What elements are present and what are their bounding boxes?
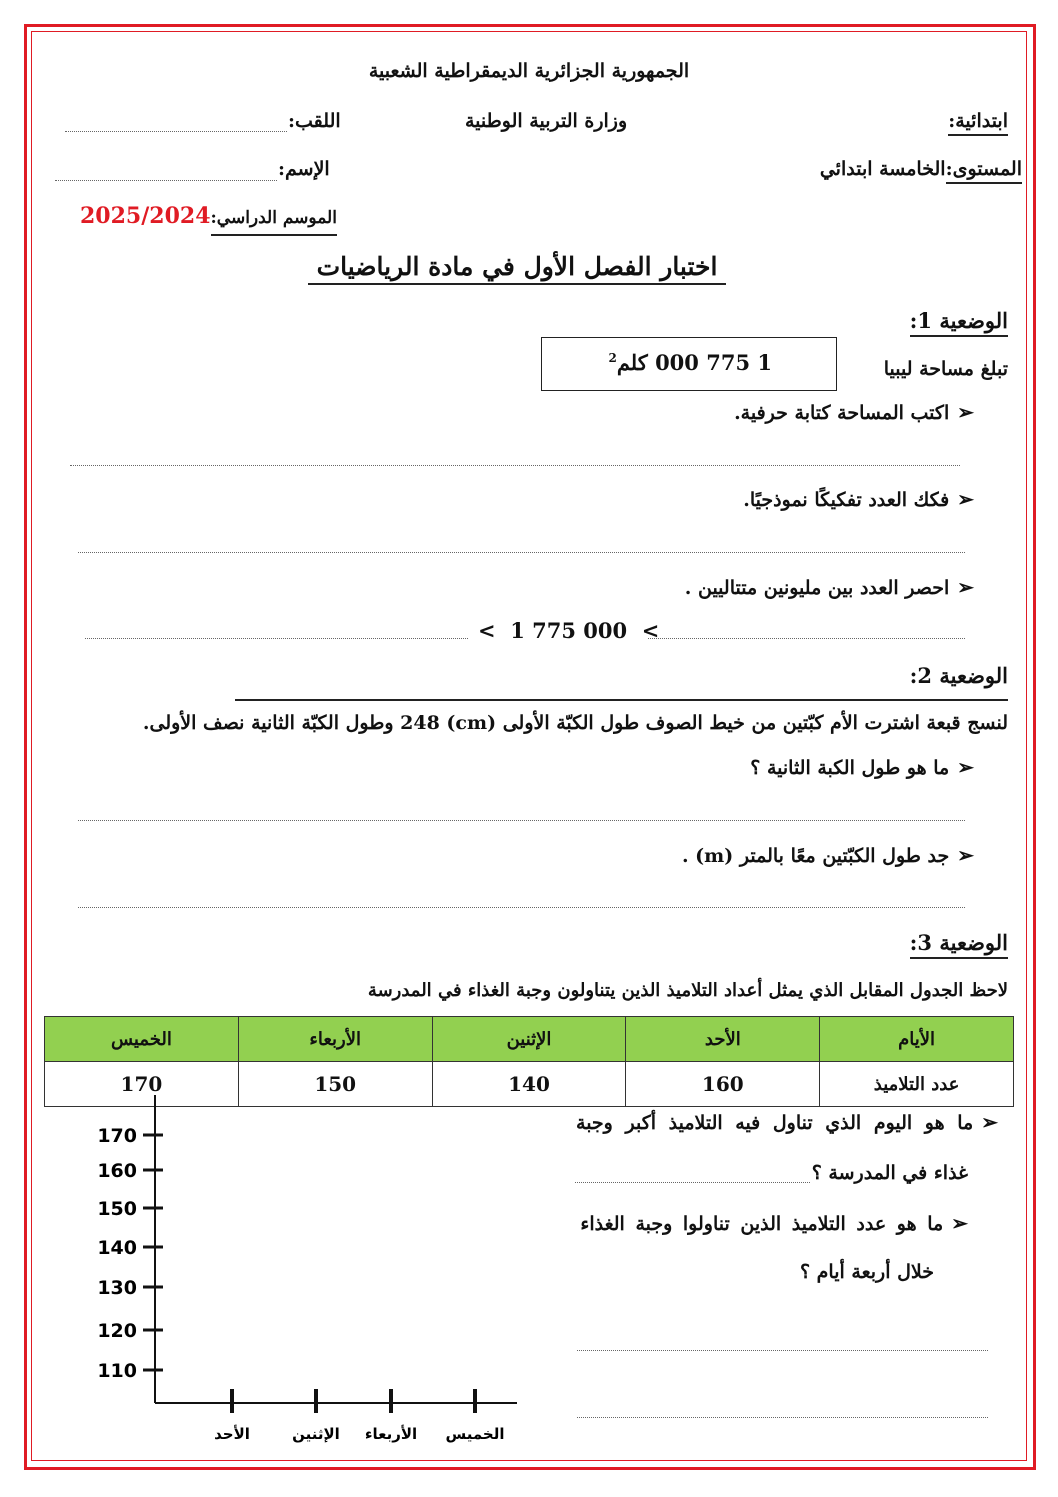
x-tick-label: الأربعاء (365, 1425, 417, 1443)
answer-line[interactable] (577, 1350, 988, 1351)
table-header-cell: الأيام (819, 1016, 1014, 1062)
table-header-cell: الإثنين (431, 1016, 627, 1062)
table-cell: 170 (44, 1061, 239, 1107)
question-text: اكتب المساحة كتابة حرفية. (734, 402, 950, 424)
level-label: المستوى: (945, 158, 1022, 184)
question-2-2: ➢ جد طول الكبّتين معًا بالمتر (m) . (682, 843, 974, 867)
question-3-1: ➢ ما هو اليوم الذي تناول فيه التلاميذ أكب… (576, 1110, 998, 1134)
name-label: الإسم: (278, 158, 330, 180)
situation3-text: لاحظ الجدول المقابل الذي يمثل أعداد التل… (367, 980, 1008, 1001)
table-header-cell: الأحد (625, 1016, 821, 1062)
level-value: الخامسة ابتدائي (819, 158, 946, 180)
arrow-bullet-icon: ➢ (957, 755, 974, 779)
arrow-bullet-icon: ➢ (957, 575, 974, 599)
surname-label: اللقب: (288, 110, 341, 132)
y-tick-label: 120 (97, 1320, 137, 1342)
surname-field[interactable] (65, 131, 287, 132)
answer-line[interactable] (70, 465, 960, 466)
arrow-bullet-icon: ➢ (981, 1110, 998, 1134)
area-value: 1 775 000 كلم2 (608, 350, 772, 375)
situation3-title: الوضعية 3: (909, 930, 1008, 959)
question-1-3: ➢ احصر العدد بين مليونين متتاليين . (685, 575, 974, 599)
arrow-bullet-icon: ➢ (957, 843, 974, 867)
area-exponent: 2 (608, 351, 617, 365)
table-cell: 160 (625, 1061, 821, 1107)
situation1-intro: تبلغ مساحة ليبيا (883, 358, 1008, 380)
question-text: ما هو طول الكبة الثانية ؟ (750, 757, 950, 779)
question-3-2: ➢ ما هو عدد التلاميذ الذين تناولوا وجبة ا… (580, 1211, 968, 1235)
name-field[interactable] (55, 180, 277, 181)
question-text: جد طول الكبّتين معًا بالمتر (m) . (681, 845, 950, 867)
x-tick-label: الإثنين (292, 1425, 340, 1443)
question-text: فكك العدد تفكيكًا نموذجيًا. (743, 489, 950, 511)
answer-line[interactable] (577, 1417, 988, 1418)
question-text: ما هو عدد التلاميذ الذين تناولوا وجبة ال… (580, 1213, 944, 1235)
answer-line[interactable] (78, 820, 965, 821)
question-3-1-cont: غذاء في المدرسة ؟ (811, 1162, 968, 1184)
answer-line[interactable] (575, 1182, 810, 1183)
y-tick-label: 150 (97, 1198, 137, 1220)
arrow-bullet-icon: ➢ (957, 487, 974, 511)
arrow-bullet-icon: ➢ (957, 400, 974, 424)
table-cell: 150 (237, 1061, 433, 1107)
question-2-1: ➢ ما هو طول الكبة الثانية ؟ (750, 755, 974, 779)
republic-title: الجمهورية الجزائرية الديمقراطية الشعبية (368, 60, 690, 82)
area-number: 1 775 000 كلم (616, 350, 772, 375)
situation2-title: الوضعية 2: (909, 663, 1008, 688)
table-header-cell: الأربعاء (237, 1016, 433, 1062)
table-row: عدد التلاميذ 160 140 150 170 (44, 1061, 1014, 1107)
divider (235, 699, 1008, 701)
question-1-2: ➢ فكك العدد تفكيكًا نموذجيًا. (743, 487, 974, 511)
y-tick-label: 140 (97, 1237, 137, 1259)
question-text: احصر العدد بين مليونين متتاليين . (684, 577, 950, 599)
answer-line[interactable] (78, 907, 965, 908)
inner-border (31, 31, 1027, 1461)
school-label: ابتدائية: (948, 110, 1008, 136)
table-header-cell: الخميس (44, 1016, 239, 1062)
exam-title: اختبار الفصل الأول في مادة الرياضيات (308, 252, 726, 285)
y-tick-label: 170 (97, 1125, 137, 1147)
level: المستوى:الخامسة ابتدائي (819, 158, 1022, 184)
situation1-title: الوضعية 1: (909, 308, 1008, 337)
x-tick-label: الأحد (214, 1425, 250, 1443)
ministry-title: وزارة التربية الوطنية (465, 110, 628, 132)
question-1-1: ➢ اكتب المساحة كتابة حرفية. (734, 400, 974, 424)
y-tick-label: 110 (97, 1360, 137, 1382)
answer-line[interactable] (78, 552, 965, 553)
x-tick-label: الخميس (446, 1425, 505, 1443)
upper-bound-field[interactable] (648, 638, 965, 639)
y-tick-label: 130 (97, 1277, 137, 1299)
table-header-row: الأيام الأحد الإثنين الأربعاء الخميس (44, 1016, 1014, 1062)
students-table: الأيام الأحد الإثنين الأربعاء الخميس عدد… (44, 1016, 1014, 1107)
arrow-bullet-icon: ➢ (951, 1211, 968, 1235)
y-tick-label: 160 (97, 1160, 137, 1182)
table-cell: 140 (431, 1061, 627, 1107)
table-cell: عدد التلاميذ (819, 1061, 1014, 1107)
season-value: 2025/2024 (80, 203, 211, 229)
lower-bound-field[interactable] (85, 638, 468, 639)
question-text: ما هو اليوم الذي تناول فيه التلاميذ أكبر… (576, 1112, 974, 1134)
situation2-text: لنسج قبعة اشترت الأم كبّتين من خيط الصوف… (142, 712, 1008, 734)
outer-border (24, 24, 1036, 1470)
bound-expression: < 1 775 000 < (478, 618, 660, 643)
season-label: الموسم الدراسي: (210, 208, 337, 236)
question-3-2-cont: خلال أربعة أيام ؟ (799, 1261, 934, 1283)
season: الموسم الدراسي:2025/2024 (80, 203, 337, 236)
area-box: 1 775 000 كلم2 (541, 337, 837, 391)
